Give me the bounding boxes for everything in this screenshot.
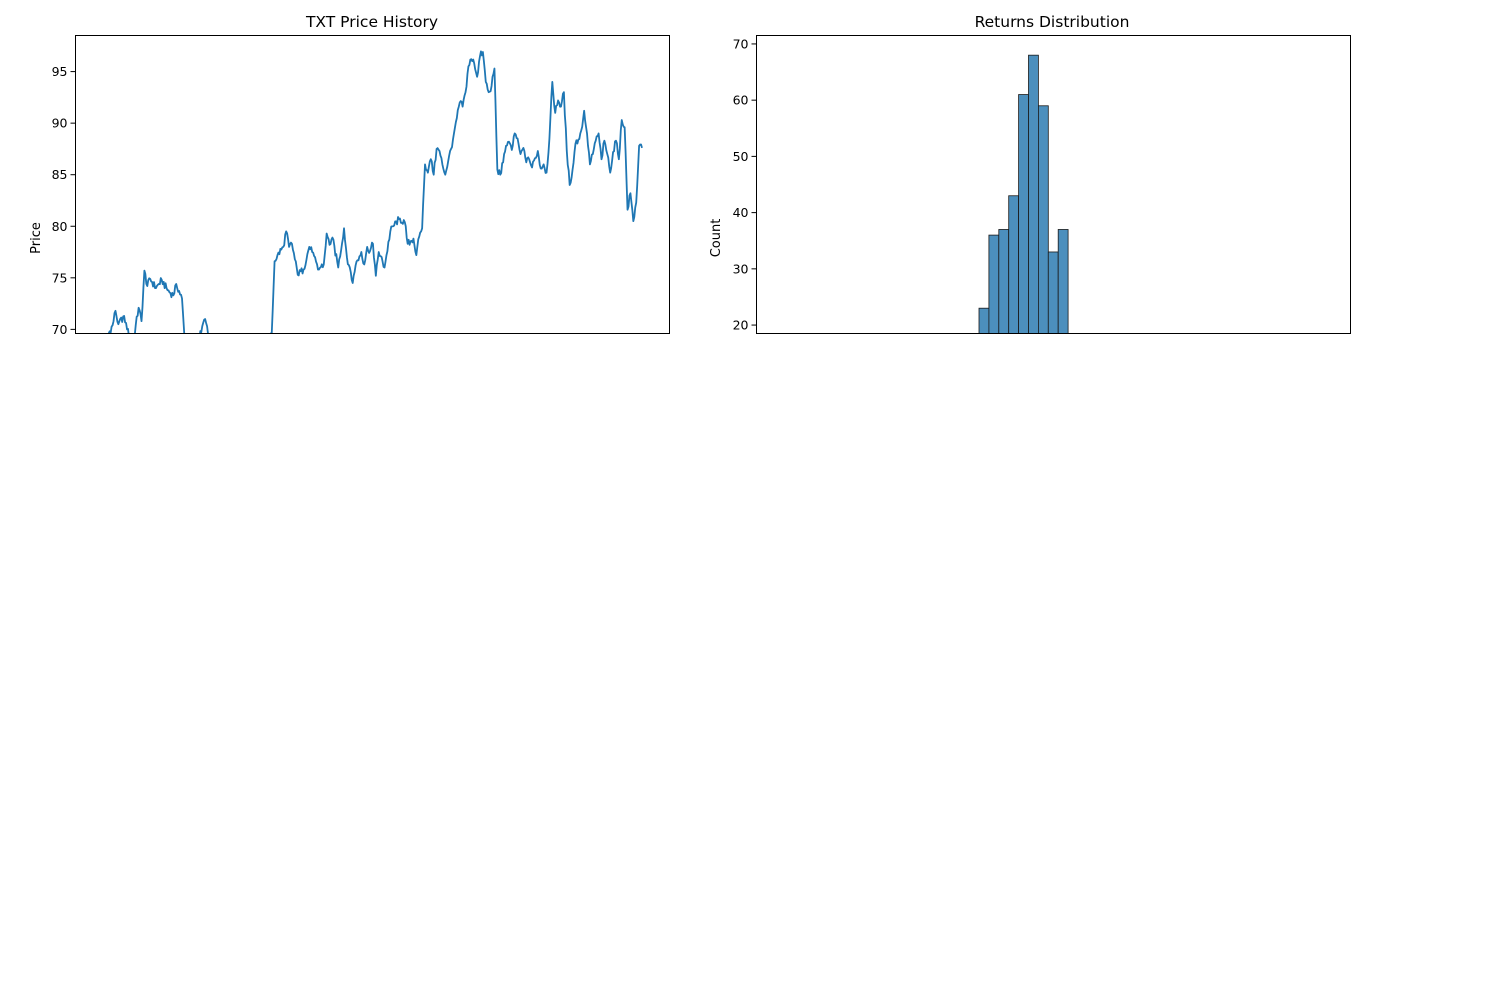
returns-y-tick-label: 50: [733, 149, 749, 164]
returns-distribution-title: Returns Distribution: [975, 13, 1130, 31]
returns-distribution-panel: Returns Distribution Count 20 30 40 50 60 70: [709, 13, 1351, 334]
histogram-bar-2: [988, 234, 1000, 333]
returns-y-tick-label: 40: [733, 205, 749, 220]
returns-y-ticks: 20 30 40 50 60 70: [733, 36, 757, 333]
histogram-bar-3: [998, 229, 1010, 333]
returns-y-tick-label: 70: [733, 36, 749, 51]
histogram-bar-7: [1038, 105, 1049, 333]
price-history-panel: TXT Price History Price 70 75 80 85 90 95: [29, 13, 670, 337]
returns-y-tick-label: 20: [733, 318, 749, 333]
price-y-tick-label: 95: [52, 64, 68, 79]
returns-axes-frame: [756, 35, 1351, 334]
price-y-tick-label: 80: [52, 219, 68, 234]
price-y-tick-label: 75: [52, 270, 68, 285]
price-series-line: [107, 50, 643, 333]
price-axes-frame: [75, 35, 670, 334]
returns-y-tick-label: 30: [733, 261, 749, 276]
histogram-bar-6: [1028, 54, 1039, 333]
histogram-bar-4: [1008, 195, 1020, 333]
price-y-tick-label: 90: [52, 116, 68, 131]
histogram-bar-5: [1018, 94, 1029, 333]
returns-y-tick-label: 60: [733, 93, 749, 108]
price-y-tick-label: 85: [52, 167, 68, 182]
price-y-tick-label: 70: [52, 322, 68, 337]
price-history-title: TXT Price History: [305, 13, 438, 31]
histogram-bar-1: [978, 307, 990, 333]
price-y-ticks: 70 75 80 85 90 95: [52, 64, 76, 337]
price-y-axis-label: Price: [29, 222, 44, 254]
returns-histogram-bars: [978, 54, 1069, 333]
histogram-bar-9: [1057, 229, 1069, 333]
histogram-bar-8: [1047, 251, 1059, 333]
returns-y-axis-label: Count: [709, 219, 724, 258]
